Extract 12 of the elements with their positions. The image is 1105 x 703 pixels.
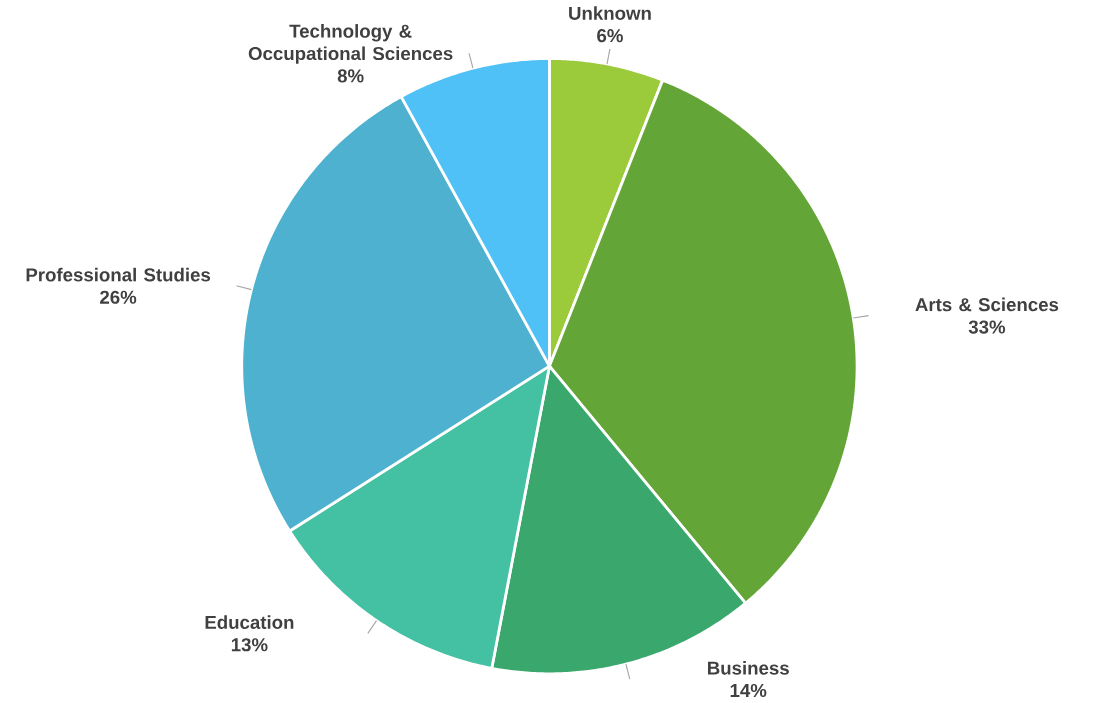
slice-label: Technology & Occupational Sciences [248,23,453,64]
data-label: 14% [730,683,767,697]
data-label: 8% [337,69,364,83]
data-label: 26% [100,290,137,304]
slice-label: Education [205,615,294,629]
data-label: 33% [968,320,1006,334]
slice-label: Business [708,660,789,675]
slice-label: Arts & Sciences [915,297,1059,312]
data-label: 6% [597,28,623,43]
slice-label: Professional Studies [26,267,211,282]
slice-label: Unknown [569,6,651,20]
data-label: 13% [231,638,268,652]
